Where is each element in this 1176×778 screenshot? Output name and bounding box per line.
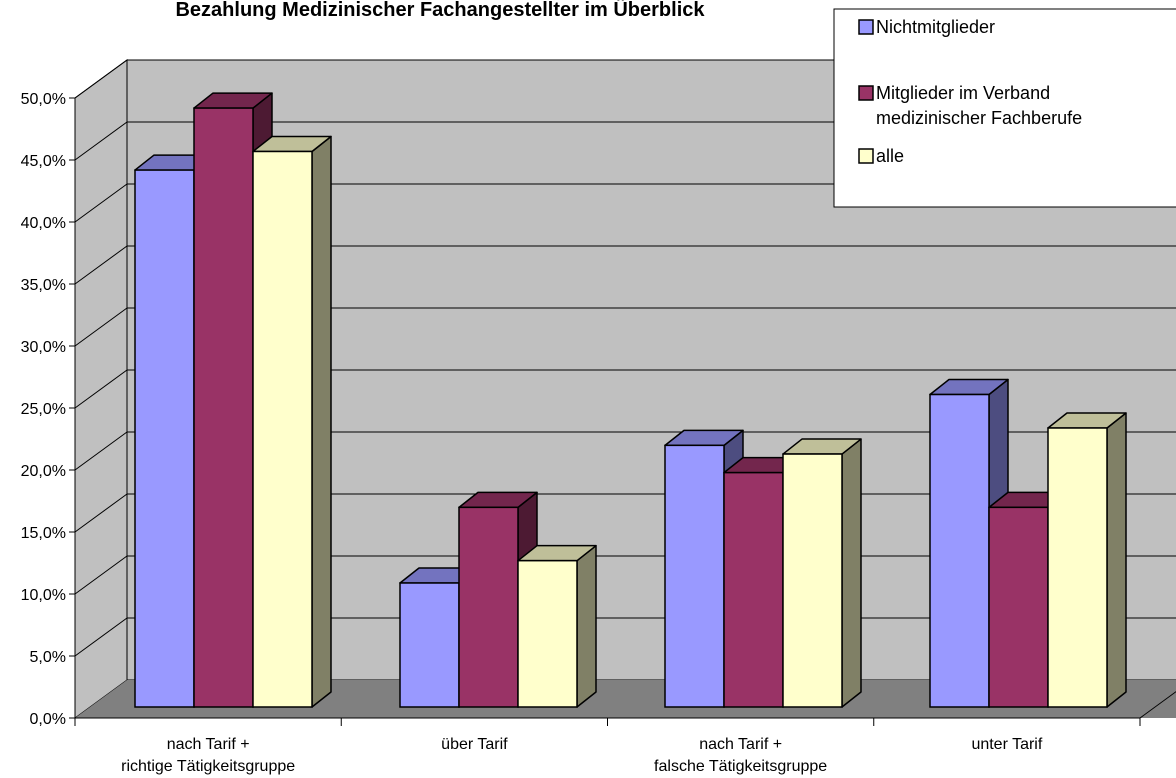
y-tick-label: 15,0% <box>21 525 66 542</box>
bar <box>193 92 273 708</box>
legend-swatch <box>858 148 874 164</box>
legend-label: Mitglieder im Verband <box>876 83 1050 103</box>
axes: 0,0% 5,0% 10,0% 15,0% 20,0% 25,0% 30,0% 35,0% 40… <box>21 91 1141 728</box>
bars <box>134 92 1127 708</box>
bar-front <box>399 582 460 708</box>
category-label: nach Tarif + <box>699 736 782 753</box>
category-label: richtige Tätigkeitsgruppe <box>121 758 295 775</box>
y-tick-label: 25,0% <box>21 401 66 418</box>
bar-front <box>193 107 254 708</box>
y-tick-label: 30,0% <box>21 339 66 356</box>
legend-label: medizinischer Fachberufe <box>876 108 1082 128</box>
y-tick-label: 40,0% <box>21 215 66 232</box>
bar-front <box>988 506 1049 708</box>
floor-right-edge <box>1139 691 1176 719</box>
bar-front <box>1047 427 1108 708</box>
bar <box>1047 412 1127 708</box>
bar-front <box>664 444 725 708</box>
bar-front <box>782 453 843 708</box>
bar-front <box>252 150 313 708</box>
bar-front <box>458 506 519 708</box>
legend-box <box>833 8 1176 208</box>
grid-line <box>74 493 128 533</box>
legend-swatch <box>858 85 874 101</box>
y-tick-label: 45,0% <box>21 153 66 170</box>
y-tick-label: 5,0% <box>30 649 66 666</box>
bar <box>517 544 597 708</box>
grid-line <box>74 183 128 223</box>
bar-side <box>1106 412 1127 708</box>
floor <box>75 680 1176 718</box>
grid-line <box>74 369 128 409</box>
bar-front <box>134 169 195 708</box>
grid-line <box>74 307 128 347</box>
y-tick-label: 20,0% <box>21 463 66 480</box>
legend-swatch <box>858 19 874 35</box>
bar <box>782 438 862 708</box>
legend-label: alle <box>876 146 904 166</box>
bar <box>252 135 332 708</box>
grid-line <box>74 59 128 99</box>
category-labels: nach Tarif + richtige Tätigkeitsgruppe übe… <box>121 736 1043 775</box>
y-tick-label: 50,0% <box>21 91 66 108</box>
y-tick-label: 35,0% <box>21 277 66 294</box>
legend-label: Nichtmitglieder <box>876 17 995 37</box>
bar-front <box>517 559 578 708</box>
legend: Nichtmitglieder Mitglieder im Verband medi… <box>833 8 1176 208</box>
chart-title: Bezahlung Medizinischer Fachangestellter… <box>175 0 705 21</box>
bar-side <box>841 438 862 708</box>
category-label: unter Tarif <box>971 736 1042 753</box>
grid-line <box>74 121 128 161</box>
grid-line <box>74 245 128 285</box>
y-tick-label: 0,0% <box>30 711 66 728</box>
bar-front <box>929 393 990 708</box>
bar-front <box>723 471 784 708</box>
bar-side <box>576 544 597 708</box>
grid-line <box>74 431 128 471</box>
y-tick-label: 10,0% <box>21 587 66 604</box>
category-label: falsche Tätigkeitsgruppe <box>654 758 827 775</box>
grid-line <box>74 555 128 595</box>
bar-side <box>311 135 332 708</box>
category-label: nach Tarif + <box>167 736 250 753</box>
category-label: über Tarif <box>441 736 508 753</box>
grid-line <box>74 617 128 657</box>
